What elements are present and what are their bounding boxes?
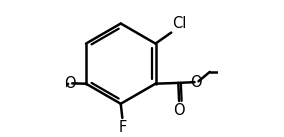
Text: O: O <box>173 103 185 118</box>
Text: O: O <box>64 76 76 91</box>
Text: O: O <box>191 75 202 90</box>
Text: Cl: Cl <box>172 16 186 31</box>
Text: F: F <box>118 120 126 135</box>
